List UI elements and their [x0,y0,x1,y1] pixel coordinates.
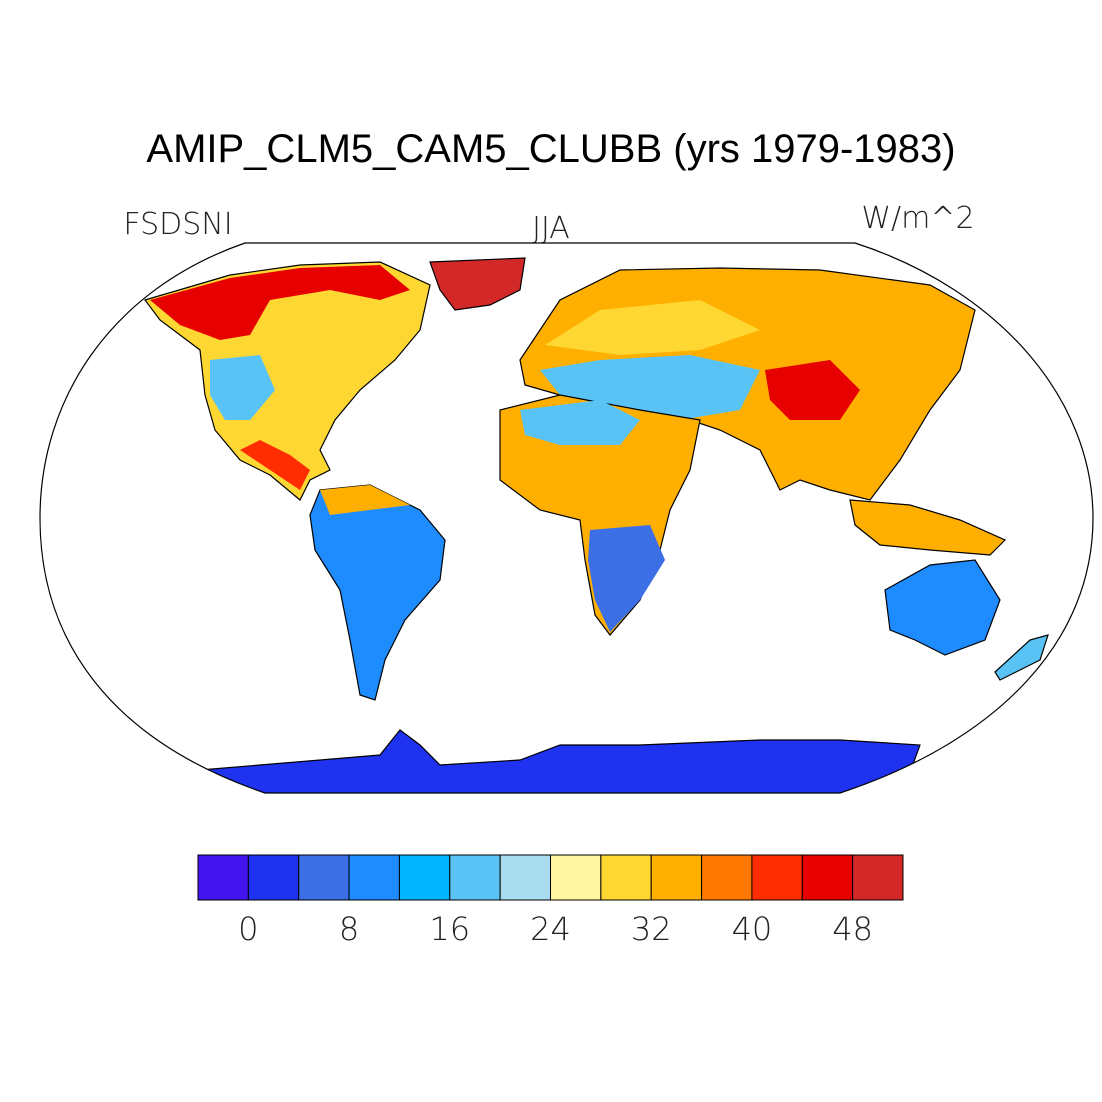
title: AMIP_CLM5_CAM5_CLUBB (yrs 1979-1983) [146,127,955,171]
colorbar: 0 8 16 24 32 40 48 [197,854,904,948]
map-outline [39,242,1094,794]
colorbar-label: 32 [631,910,672,948]
colorbar-box [550,854,602,901]
variable-label: FSDSNI [123,207,232,242]
colorbar-label: 40 [732,910,773,948]
colorbar-box [499,854,551,901]
colorbar-box [751,854,803,901]
africa-north-blue [520,400,640,445]
colorbar-box [701,854,753,901]
eurasia-yellow [545,300,760,355]
colorbar-label: 48 [832,910,873,948]
australia [884,559,1001,656]
colorbar-box [600,854,652,901]
colorbar-box [398,854,451,901]
sa-north [320,485,410,515]
south-america [309,484,446,701]
antarctica [189,729,921,793]
na-south-red [240,440,310,490]
colorbar-box [801,854,854,901]
na-north-red [150,265,410,340]
colorbar-box [449,854,501,901]
colorbar-box [852,854,904,901]
new-zealand [994,634,1049,681]
se-asia [849,499,1007,556]
colorbar-label: 16 [429,910,470,948]
colorbar-box [197,854,249,901]
colorbar-label: 0 [238,910,258,948]
units-label: W/m^2 [861,201,974,236]
colorbar-label: 24 [530,910,571,948]
colorbar-box [650,854,703,901]
colorbar-label: 8 [339,910,359,948]
colorbar-box [348,854,400,901]
na-west-blue [210,355,275,420]
colorbar-box [298,854,350,901]
map-land [144,257,1049,793]
season-label: JJA [532,211,570,246]
greenland [429,257,526,311]
africa-south-blue [588,525,665,632]
tibet-red [765,360,860,420]
colorbar-box [247,854,300,901]
